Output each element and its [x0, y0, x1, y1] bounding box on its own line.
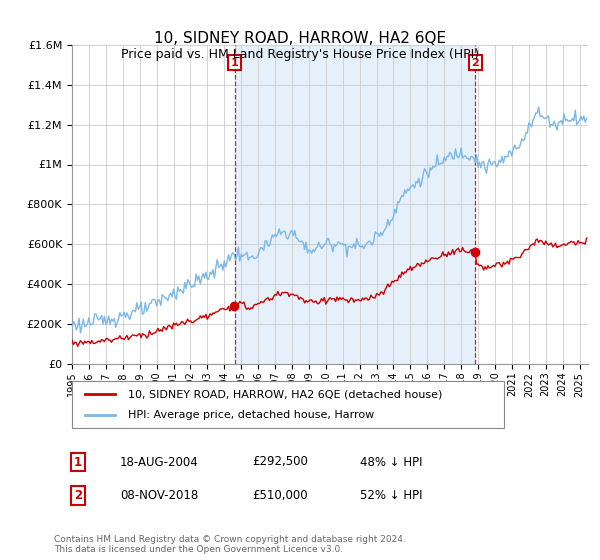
- Text: £292,500: £292,500: [252, 455, 308, 469]
- Text: 18-AUG-2004: 18-AUG-2004: [120, 455, 199, 469]
- Text: Contains HM Land Registry data © Crown copyright and database right 2024.
This d: Contains HM Land Registry data © Crown c…: [54, 535, 406, 554]
- Text: 08-NOV-2018: 08-NOV-2018: [120, 489, 198, 502]
- Text: 1: 1: [231, 58, 239, 68]
- Text: 48% ↓ HPI: 48% ↓ HPI: [360, 455, 422, 469]
- Bar: [235, 45, 475, 364]
- Text: 2: 2: [74, 489, 82, 502]
- Text: Price paid vs. HM Land Registry's House Price Index (HPI): Price paid vs. HM Land Registry's House …: [121, 48, 479, 60]
- Text: 2: 2: [472, 58, 479, 68]
- Text: HPI: Average price, detached house, Harrow: HPI: Average price, detached house, Harr…: [128, 410, 374, 420]
- Text: 52% ↓ HPI: 52% ↓ HPI: [360, 489, 422, 502]
- Text: 1: 1: [74, 455, 82, 469]
- Text: 10, SIDNEY ROAD, HARROW, HA2 6QE: 10, SIDNEY ROAD, HARROW, HA2 6QE: [154, 31, 446, 46]
- Text: £510,000: £510,000: [252, 489, 308, 502]
- FancyBboxPatch shape: [72, 381, 504, 428]
- Text: 10, SIDNEY ROAD, HARROW, HA2 6QE (detached house): 10, SIDNEY ROAD, HARROW, HA2 6QE (detach…: [128, 389, 443, 399]
